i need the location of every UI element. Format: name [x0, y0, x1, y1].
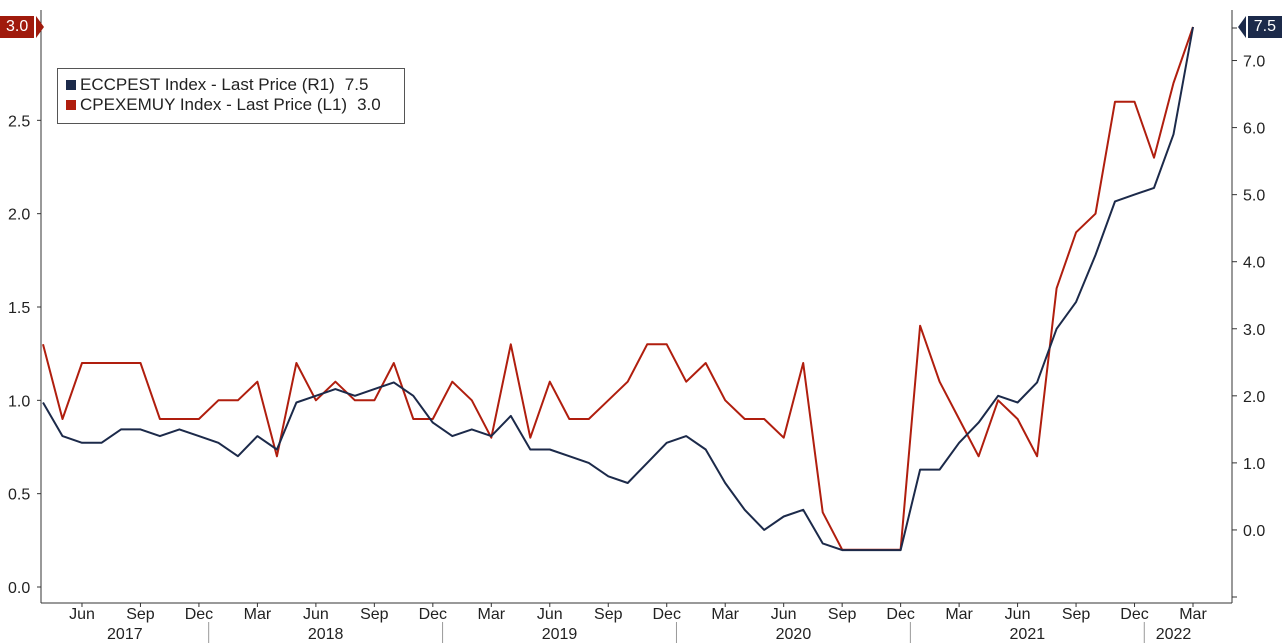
x-tick-label: Dec: [653, 606, 681, 623]
legend-item-eccpest: ECCPEST Index - Last Price (R1) 7.5: [66, 75, 396, 95]
right-tick-label: 0.0: [1243, 523, 1265, 540]
x-tick-label: Jun: [771, 606, 797, 623]
right-tick-label: 4.0: [1243, 255, 1265, 272]
year-label: 2019: [542, 626, 578, 643]
x-tick-label: Dec: [886, 606, 914, 623]
left-tick-label: 1.5: [8, 300, 30, 317]
series-line-cpexemuy: [42, 26, 1194, 551]
year-label: 2020: [776, 626, 812, 643]
x-tick-label: Mar: [478, 606, 506, 623]
legend-label-eccpest: ECCPEST Index - Last Price (R1): [80, 75, 335, 94]
right-tick-label: 1.0: [1243, 456, 1265, 473]
legend-item-cpexemuy: CPEXEMUY Index - Last Price (L1) 3.0: [66, 95, 396, 115]
left-tick-label: 0.0: [8, 580, 30, 597]
legend-value-eccpest: 7.5: [344, 75, 369, 94]
left-tick-label: 2.5: [8, 113, 30, 130]
x-tick-label: Jun: [303, 606, 329, 623]
series-line-eccpest: [42, 26, 1194, 552]
left-tick-label: 0.5: [8, 487, 30, 504]
year-label: 2018: [308, 626, 344, 643]
x-tick-label: Mar: [711, 606, 739, 623]
x-tick-label: Jun: [1005, 606, 1031, 623]
year-label: 2021: [1010, 626, 1046, 643]
legend: ECCPEST Index - Last Price (R1) 7.5 CPEX…: [57, 68, 405, 124]
year-label: 2022: [1156, 626, 1192, 643]
x-tick-label: Jun: [537, 606, 563, 623]
right-tick-label: 5.0: [1243, 188, 1265, 205]
right-tick-label: 7.0: [1243, 54, 1265, 71]
x-tick-label: Mar: [945, 606, 973, 623]
legend-label-cpexemuy: CPEXEMUY Index - Last Price (L1): [80, 95, 348, 114]
x-tick-label: Dec: [419, 606, 447, 623]
x-tick-label: Sep: [594, 606, 623, 623]
right-last-value-badge: 7.5: [1247, 16, 1282, 38]
year-label: 2017: [107, 626, 143, 643]
left-last-value-badge: 3.0: [0, 16, 35, 38]
legend-value-cpexemuy: 3.0: [357, 95, 381, 114]
left-tick-label: 2.0: [8, 207, 30, 224]
x-tick-label: Mar: [1179, 606, 1207, 623]
right-badge-pointer: [1238, 16, 1246, 38]
right-tick-label: 3.0: [1243, 322, 1265, 339]
right-tick-label: 2.0: [1243, 389, 1265, 406]
legend-swatch-eccpest: [66, 80, 76, 90]
x-tick-label: Dec: [185, 606, 213, 623]
x-tick-label: Sep: [1062, 606, 1091, 623]
legend-swatch-cpexemuy: [66, 100, 76, 110]
x-tick-label: Mar: [244, 606, 272, 623]
left-badge-pointer: [36, 16, 44, 38]
x-tick-label: Sep: [828, 606, 857, 623]
right-tick-label: 6.0: [1243, 121, 1265, 138]
left-tick-label: 1.0: [8, 393, 30, 410]
x-tick-label: Sep: [360, 606, 389, 623]
x-tick-label: Dec: [1120, 606, 1148, 623]
x-tick-label: Jun: [69, 606, 95, 623]
x-tick-label: Sep: [126, 606, 155, 623]
